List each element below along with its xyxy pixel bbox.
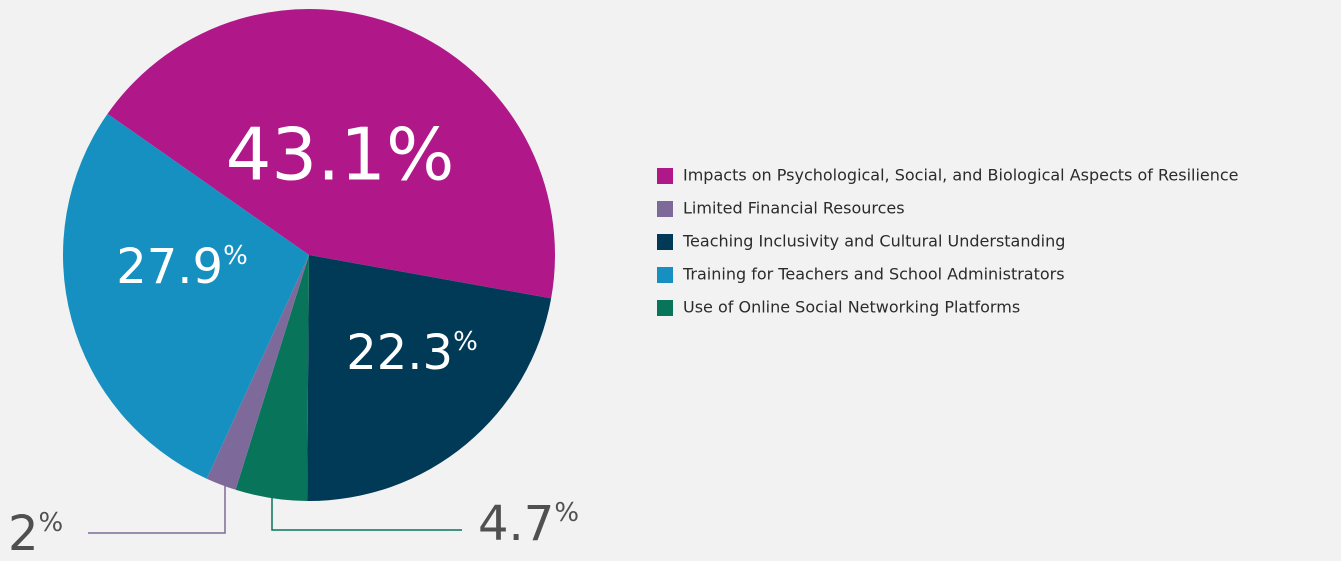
data-label: 2% (8, 506, 63, 561)
legend-label: Teaching Inclusivity and Cultural Unders… (682, 232, 1065, 251)
data-label: 22.3% (346, 325, 478, 381)
pie-slice (235, 255, 309, 501)
data-labels: 43.1% 2% 22.3% 27.9% 4.7% (8, 113, 579, 561)
leader-line (88, 478, 226, 534)
legend-label: Limited Financial Resources (683, 199, 905, 218)
pie-slice (107, 9, 555, 299)
data-label: 43.1% (226, 113, 455, 197)
legend: Impacts on Psychological, Social, and Bi… (657, 166, 1239, 317)
legend-swatch (657, 234, 673, 250)
pie-slice (206, 255, 309, 490)
leader-line (271, 476, 462, 531)
legend-label: Use of Online Social Networking Platform… (683, 298, 1020, 317)
legend-swatch (657, 201, 673, 217)
pie-slice (62, 113, 309, 479)
legend-label: Training for Teachers and School Adminis… (682, 265, 1065, 284)
legend-swatch (657, 168, 673, 184)
legend-swatch (657, 300, 673, 316)
data-label: 4.7% (478, 496, 579, 552)
legend-label: Impacts on Psychological, Social, and Bi… (683, 166, 1239, 185)
legend-swatch (657, 267, 673, 283)
pie-slice (307, 255, 552, 501)
pie (62, 9, 555, 501)
data-label: 27.9% (116, 239, 248, 295)
